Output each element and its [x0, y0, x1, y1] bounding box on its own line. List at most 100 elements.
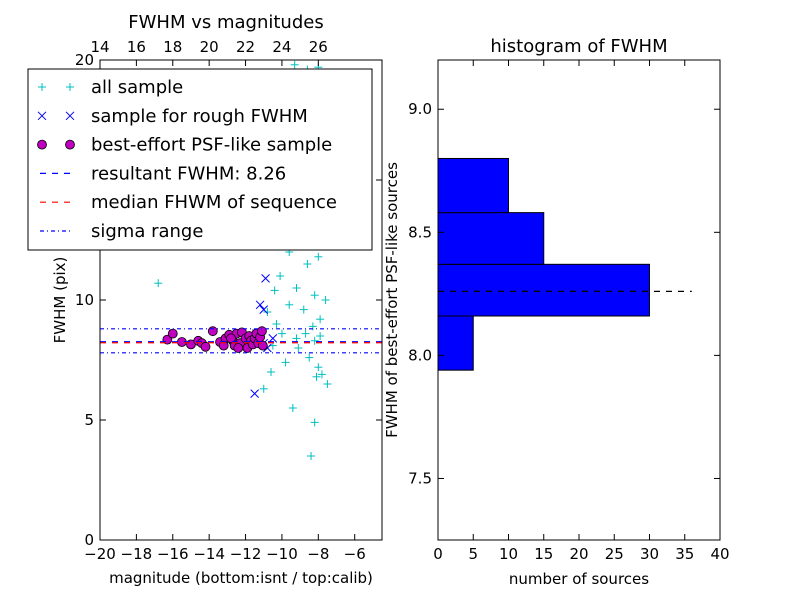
- scatter-point: [316, 315, 325, 324]
- legend-swatch: [65, 111, 75, 121]
- scatter-point: [281, 358, 290, 367]
- scatter-point: [250, 389, 259, 398]
- histogram-ytick-label: 9.0: [408, 100, 432, 118]
- scatter-point: [303, 260, 312, 268]
- scatter-point: [263, 308, 272, 316]
- histogram-xtick-label: 25: [605, 545, 624, 563]
- scatter-xtick-label: −8: [307, 545, 329, 563]
- scatter-top-xtick-label: 20: [200, 38, 219, 56]
- scatter-xtick-label: −12: [230, 545, 262, 563]
- scatter-xlabel: magnitude (bottom:isnt / top:calib): [109, 569, 373, 587]
- scatter-point: [261, 274, 270, 283]
- legend-swatch: [38, 83, 46, 91]
- scatter-xtick-label: −16: [157, 545, 189, 563]
- scatter-point: [301, 329, 310, 338]
- scatter-point: [290, 60, 299, 69]
- legend-swatch: [37, 139, 47, 150]
- legend-label: all sample: [91, 77, 183, 98]
- scatter-panel: −20−18−16−14−12−10−8−6051015201416182022…: [27, 12, 383, 587]
- legend-swatch: [65, 139, 75, 150]
- scatter-xtick-label: −10: [266, 545, 298, 563]
- histogram-axes: 0 5 10 15 20 25 30 35 40 7.5 8.0 8.5 9.0: [408, 60, 730, 563]
- scatter-point: [285, 300, 294, 309]
- scatter-point: [259, 305, 269, 314]
- histogram-xlabel: number of sources: [509, 570, 649, 588]
- scatter-point: [277, 329, 286, 338]
- scatter-point: [154, 279, 163, 288]
- scatter-point: [310, 418, 319, 427]
- scatter-point: [312, 372, 321, 381]
- histogram-ytick-label: 7.5: [408, 469, 432, 487]
- scatter-legend: all sample sample for rough FWHM best-effo…: [27, 68, 373, 251]
- scatter-point: [310, 336, 319, 345]
- scatter-point: [292, 334, 301, 343]
- legend-label: sample for rough FWHM: [91, 106, 308, 127]
- scatter-point: [276, 272, 285, 280]
- histogram-xtick-label: 35: [675, 545, 694, 563]
- histogram-bar: [437, 212, 545, 265]
- scatter-xtick-label: −18: [121, 545, 153, 563]
- legend-swatch: [66, 83, 74, 91]
- histogram-title: histogram of FWHM: [490, 36, 667, 57]
- histogram-ylabel: FWHM of best-effort PSF-like sources: [383, 162, 401, 438]
- scatter-point: [314, 252, 323, 261]
- scatter-point: [233, 343, 244, 353]
- scatter-point: [270, 286, 279, 295]
- histogram-bar: [437, 157, 509, 214]
- histogram-xtick-label: 30: [640, 545, 659, 563]
- scatter-top-xtick-label: 22: [236, 38, 255, 56]
- scatter-point: [218, 340, 229, 351]
- scatter-top-xtick-label: 24: [272, 38, 291, 56]
- scatter-ytick-label: 20: [75, 51, 94, 69]
- scatter-point: [321, 296, 330, 304]
- legend-swatch: [37, 111, 47, 121]
- scatter-point: [323, 380, 332, 388]
- histogram-xtick-label: 5: [468, 545, 478, 563]
- scatter-title: FWHM vs magnitudes: [128, 12, 323, 33]
- scatter-ytick-label: 5: [84, 411, 94, 429]
- scatter-point: [257, 340, 268, 351]
- scatter-top-xtick-label: 26: [309, 38, 328, 56]
- legend-label: median FHWM of sequence: [91, 192, 337, 213]
- scatter-xtick-label: −14: [193, 545, 225, 563]
- histogram-xtick-label: 40: [710, 545, 729, 563]
- scatter-point: [207, 326, 218, 337]
- scatter-point: [267, 368, 276, 376]
- scatter-point: [317, 370, 326, 379]
- scatter-ytick-label: 10: [75, 291, 94, 309]
- scatter-point: [307, 452, 316, 460]
- scatter-point: [272, 320, 281, 328]
- scatter-point: [255, 300, 265, 310]
- scatter-top-xtick-label: 14: [90, 38, 109, 56]
- scatter-ylabel: FWHM (pix): [51, 257, 69, 344]
- scatter-point: [310, 291, 319, 300]
- scatter-point: [299, 305, 308, 314]
- histogram-xtick-label: 15: [534, 545, 553, 563]
- histogram-xtick-label: 10: [499, 545, 518, 563]
- scatter-point: [200, 341, 211, 352]
- legend-label: best-effort PSF-like sample: [91, 135, 332, 156]
- scatter-point: [294, 344, 303, 352]
- histogram-bar: [437, 315, 474, 371]
- scatter-ytick-label: 0: [84, 531, 94, 549]
- histogram-bar: [437, 263, 650, 317]
- scatter-point: [305, 353, 314, 362]
- scatter-axes: −20−18−16−14−12−10−8−6051015201416182022…: [75, 38, 382, 563]
- scatter-point: [257, 326, 267, 337]
- histogram-ytick-label: 8.0: [408, 346, 432, 364]
- histogram-xtick-label: 20: [569, 545, 588, 563]
- scatter-point: [268, 334, 278, 343]
- scatter-point: [316, 332, 325, 340]
- scatter-plot-area: [100, 60, 382, 460]
- scatter-xtick-label: −20: [84, 545, 116, 563]
- legend-label: sigma range: [91, 221, 203, 242]
- scatter-top-xtick-label: 18: [163, 38, 182, 56]
- scatter-point: [259, 384, 268, 393]
- scatter-point: [314, 363, 323, 372]
- legend-box: [27, 68, 373, 251]
- scatter-point: [167, 328, 178, 339]
- histogram-xtick-label: 0: [433, 545, 443, 563]
- scatter-xtick-label: −6: [344, 545, 366, 563]
- scatter-top-xtick-label: 16: [127, 38, 146, 56]
